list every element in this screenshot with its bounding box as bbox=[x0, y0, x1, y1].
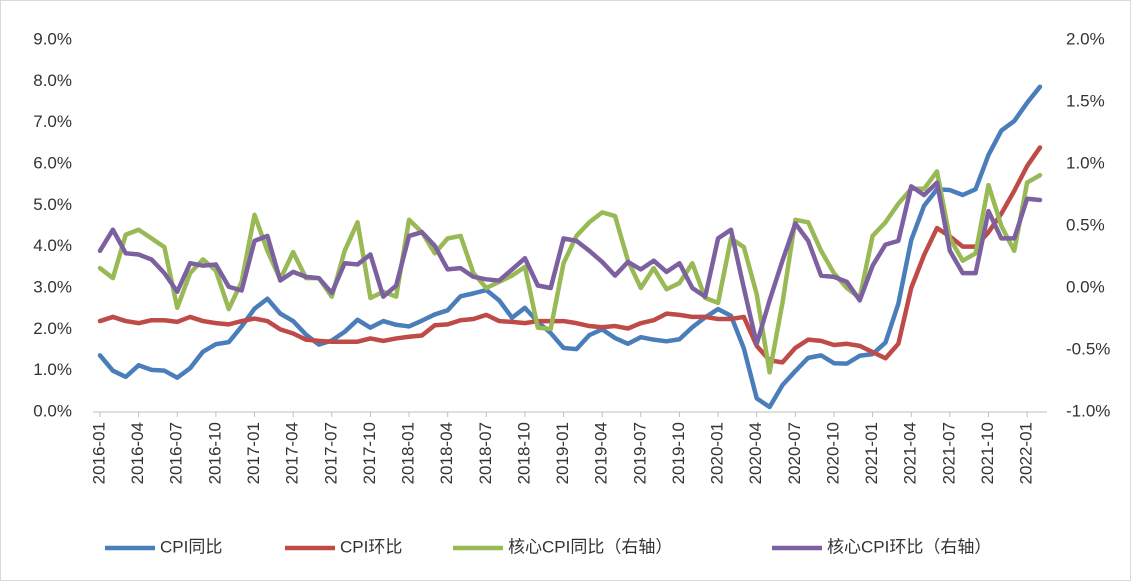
x-tick-label: 2016-10 bbox=[205, 422, 224, 484]
legend-label: CPI环比 bbox=[340, 537, 402, 556]
y-tick-label: 2.0% bbox=[33, 319, 72, 338]
legend-label: 核心CPI同比（右轴） bbox=[508, 537, 672, 556]
x-tick-label: 2017-04 bbox=[283, 422, 302, 484]
x-tick-label: 2020-07 bbox=[785, 422, 804, 484]
x-tick-label: 2016-04 bbox=[128, 422, 147, 484]
x-tick-label: 2017-07 bbox=[321, 422, 340, 484]
x-tick-label: 2016-07 bbox=[167, 422, 186, 484]
legend-label: 核心CPI环比（右轴） bbox=[827, 537, 991, 556]
y-tick-label: 1.0% bbox=[33, 360, 72, 379]
series-line bbox=[97, 145, 1043, 365]
y-tick-label: 3.0% bbox=[33, 277, 72, 296]
y-tick-label: 9.0% bbox=[33, 29, 72, 48]
y-tick-label: 0.0% bbox=[33, 401, 72, 420]
x-tick-label: 2016-01 bbox=[89, 422, 108, 484]
x-tick-label: 2018-10 bbox=[514, 422, 533, 484]
legend-label: CPI同比 bbox=[160, 537, 222, 556]
y2-tick-label: 0.5% bbox=[1066, 215, 1105, 234]
series-line bbox=[97, 180, 1043, 347]
series-line bbox=[97, 169, 1043, 375]
x-tick-label: 2018-01 bbox=[399, 422, 418, 484]
y-tick-label: 4.0% bbox=[33, 236, 72, 255]
x-tick-label: 2020-04 bbox=[746, 422, 765, 484]
y2-tick-label: -1.0% bbox=[1066, 401, 1110, 420]
x-tick-label: 2021-07 bbox=[939, 422, 958, 484]
x-tick-label: 2017-10 bbox=[360, 422, 379, 484]
x-tick-label: 2020-01 bbox=[708, 422, 727, 484]
x-tick-label: 2021-01 bbox=[862, 422, 881, 484]
y-tick-label: 7.0% bbox=[33, 112, 72, 131]
x-tick-label: 2019-01 bbox=[553, 422, 572, 484]
y2-tick-label: 1.5% bbox=[1066, 91, 1105, 110]
y-tick-label: 5.0% bbox=[33, 195, 72, 214]
x-tick-label: 2019-07 bbox=[630, 422, 649, 484]
x-tick-label: 2022-01 bbox=[1017, 422, 1036, 484]
x-tick-label: 2019-04 bbox=[592, 422, 611, 484]
y-tick-label: 8.0% bbox=[33, 71, 72, 90]
series-line bbox=[97, 84, 1043, 410]
y2-tick-label: 2.0% bbox=[1066, 29, 1105, 48]
x-tick-label: 2020-10 bbox=[823, 422, 842, 484]
y-tick-label: 6.0% bbox=[33, 153, 72, 172]
x-tick-label: 2018-04 bbox=[437, 422, 456, 484]
y2-tick-label: 1.0% bbox=[1066, 153, 1105, 172]
x-tick-label: 2021-10 bbox=[978, 422, 997, 484]
y2-tick-label: 0.0% bbox=[1066, 277, 1105, 296]
x-tick-label: 2021-04 bbox=[901, 422, 920, 484]
x-tick-label: 2017-01 bbox=[244, 422, 263, 484]
y2-tick-label: -0.5% bbox=[1066, 339, 1110, 358]
x-tick-label: 2019-10 bbox=[669, 422, 688, 484]
x-tick-label: 2018-07 bbox=[476, 422, 495, 484]
